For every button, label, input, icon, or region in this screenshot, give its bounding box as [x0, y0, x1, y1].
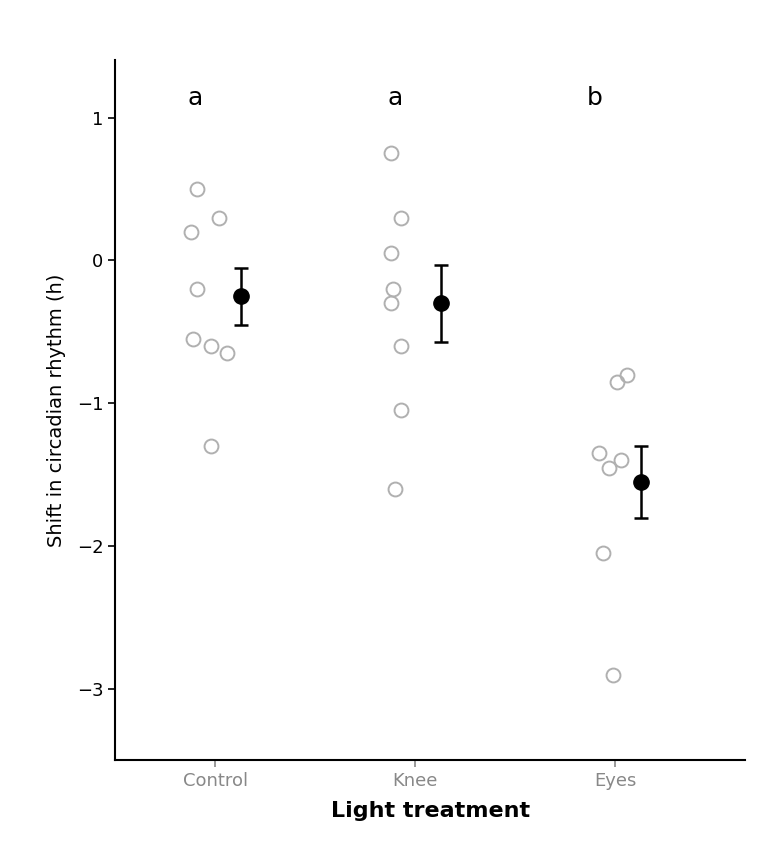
Text: b: b [587, 86, 603, 111]
Y-axis label: Shift in circadian rhythm (h): Shift in circadian rhythm (h) [47, 274, 65, 547]
X-axis label: Light treatment: Light treatment [330, 801, 530, 822]
Text: a: a [187, 86, 203, 111]
Text: a: a [388, 86, 402, 111]
